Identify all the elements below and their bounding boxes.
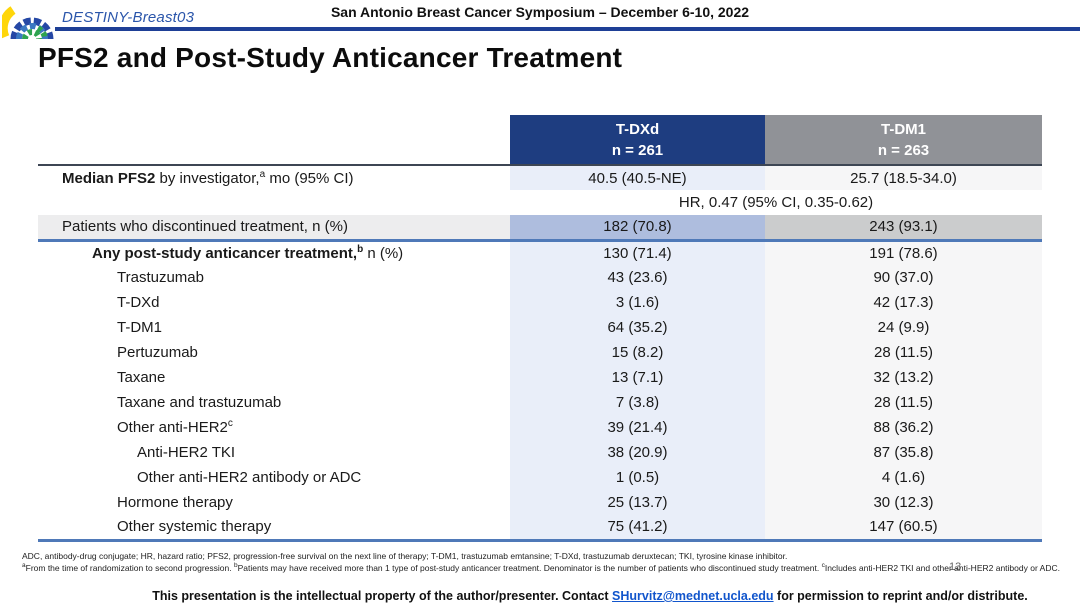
row-label: Taxane [117,369,166,386]
table-row: Trastuzumab 43 (23.6) 90 (37.0) [38,265,1042,290]
header-rule [55,27,1080,31]
table-row: Patients who discontinued treatment, n (… [38,215,1042,240]
study-name: DESTINY-Breast03 [62,9,195,26]
tdxd-column-n: n = 261 [611,141,664,159]
tdxd-value: 38 (20.9) [510,440,765,465]
footnote-c: Includes anti-HER2 TKI and other anti-HE… [824,562,1060,573]
tdxd-column-name: T-DXd [615,120,660,138]
page-title: PFS2 and Post-Study Anticancer Treatment [38,42,623,73]
pfs2-table: T-DXd n = 261 T-DM1 n = 263 Median PFS2 … [38,115,1042,542]
tdxd-value: 39 (21.4) [510,415,765,440]
tdm1-value: 90 (37.0) [765,265,1042,290]
tdxd-value: 1 (0.5) [510,465,765,490]
row-label: Trastuzumab [117,269,204,286]
table-header-row: T-DXd n = 261 T-DM1 n = 263 [38,115,1042,165]
tdxd-value: 40.5 (40.5-NE) [510,165,765,190]
tdxd-value: 15 (8.2) [510,340,765,365]
symposium-header: San Antonio Breast Cancer Symposium – De… [330,4,750,20]
row-label: Any post-study anticancer treatment,b n … [92,243,404,262]
table-row: Other anti-HER2 antibody or ADC 1 (0.5) 4 … [38,465,1042,490]
row-label: Median PFS2 by investigator,a mo (95% CI… [62,168,354,187]
table-row: Taxane 13 (7.1) 32 (13.2) [38,365,1042,390]
tdm1-value: 88 (36.2) [765,415,1042,440]
footnote-mark-a: a [22,561,26,569]
tdxd-value: 64 (35.2) [510,315,765,340]
table-row: Pertuzumab 15 (8.2) 28 (11.5) [38,340,1042,365]
tdm1-value: 4 (1.6) [765,465,1042,490]
tdm1-value: 191 (78.6) [765,240,1042,265]
tdm1-value: 87 (35.8) [765,440,1042,465]
tdxd-value: 75 (41.2) [510,515,765,540]
table-row: Other systemic therapy 75 (41.2) 147 (60.5… [38,515,1042,540]
footnote-notes: aFrom the time of randomization to secon… [22,561,1068,575]
tdm1-value: 28 (11.5) [765,340,1042,365]
tdm1-value: 147 (60.5) [765,515,1042,540]
tdxd-value: 13 (7.1) [510,365,765,390]
tdm1-value: 42 (17.3) [765,290,1042,315]
row-label: Other anti-HER2 antibody or ADC [137,469,362,486]
tdm1-value: 25.7 (18.5-34.0) [765,165,1042,190]
row-label: Anti-HER2 TKI [137,444,236,461]
tdxd-column-header: T-DXd n = 261 [510,115,765,165]
tdm1-value: 32 (13.2) [765,365,1042,390]
label-column-header [38,115,510,165]
contact-email-link[interactable]: SHurvitz@mednet.ucla.edu [612,589,774,603]
footnote-abbreviations: ADC, antibody-drug conjugate; HR, hazard… [22,551,788,561]
table-row: Anti-HER2 TKI 38 (20.9) 87 (35.8) [38,440,1042,465]
tdxd-value: 130 (71.4) [510,240,765,265]
footnote-a: From the time of randomization to second… [25,562,234,573]
tdm1-column-name: T-DM1 [881,120,926,138]
tdxd-value: 25 (13.7) [510,490,765,515]
row-label [38,190,510,215]
tdm1-column-n: n = 263 [877,141,930,159]
hr-span-value: HR, 0.47 (95% CI, 0.35-0.62) [510,190,1042,215]
tdm1-value: 24 (9.9) [765,315,1042,340]
row-label: Hormone therapy [117,494,233,511]
tdm1-value: 30 (12.3) [765,490,1042,515]
row-label: Pertuzumab [117,344,198,361]
copyright-line: This presentation is the intellectual pr… [110,589,1070,603]
tdm1-value: 28 (11.5) [765,390,1042,415]
footnote-b: Patients may have received more than 1 t… [237,562,822,573]
row-label: Taxane and trastuzumab [117,394,282,411]
table-row: T-DM1 64 (35.2) 24 (9.9) [38,315,1042,340]
table-row: Any post-study anticancer treatment,b n … [38,240,1042,265]
tdm1-value: 243 (93.1) [765,215,1042,240]
tdxd-value: 7 (3.8) [510,390,765,415]
row-label: T-DM1 [117,319,162,336]
row-label: T-DXd [117,294,160,311]
table-row: Hormone therapy 25 (13.7) 30 (12.3) [38,490,1042,515]
copyright-text-before: This presentation is the intellectual pr… [152,589,613,603]
table-row: T-DXd 3 (1.6) 42 (17.3) [38,290,1042,315]
tdm1-column-header: T-DM1 n = 263 [765,115,1042,165]
table-row: Taxane and trastuzumab 7 (3.8) 28 (11.5) [38,390,1042,415]
tdxd-value: 43 (23.6) [510,265,765,290]
footnote-mark-c: c [821,561,825,569]
footnotes: ADC, antibody-drug conjugate; HR, hazard… [22,551,1068,574]
row-label: Other systemic therapy [117,518,272,536]
table-row: HR, 0.47 (95% CI, 0.35-0.62) [38,190,1042,215]
row-label: Other anti-HER2c [117,418,233,437]
page-number: 13 [949,561,962,573]
destiny-logo-icon [2,6,54,40]
row-label: Patients who discontinued treatment, n (… [38,215,510,240]
tdxd-value: 182 (70.8) [510,215,765,240]
table-row: Median PFS2 by investigator,a mo (95% CI… [38,165,1042,190]
table-row: Other anti-HER2c 39 (21.4) 88 (36.2) [38,415,1042,440]
footnote-mark-b: b [233,561,238,569]
copyright-text-after: for permission to reprint and/or distrib… [773,589,1028,603]
tdxd-value: 3 (1.6) [510,290,765,315]
